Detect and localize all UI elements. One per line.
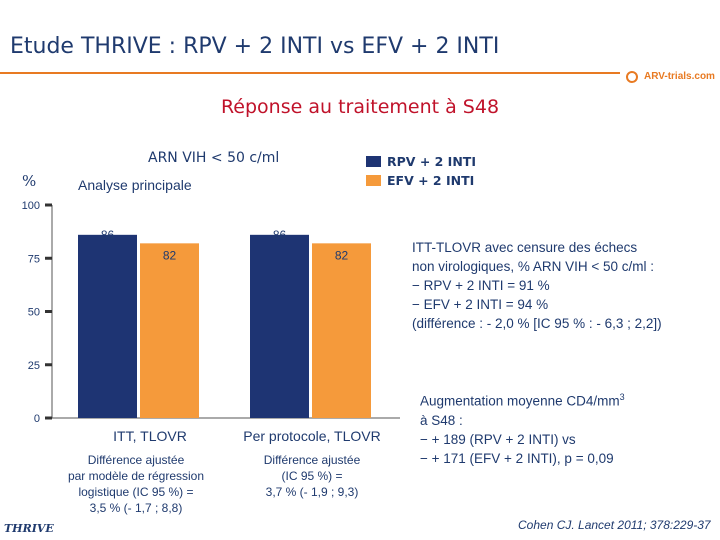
cd4-line-1: Augmentation moyenne CD4/mm3 <box>420 388 625 411</box>
logo-text: ARV-trials.com <box>644 71 715 82</box>
chart-subtitle: Analyse principale <box>78 177 192 193</box>
bar-value-label: 82 <box>163 248 177 262</box>
itt-box-line-3: − RPV + 2 INTI = 91 % <box>412 278 550 293</box>
header-divider <box>0 72 720 74</box>
bar <box>140 243 199 418</box>
cd4-line-2: à S48 : <box>420 412 463 428</box>
y-tick-label: 100 <box>22 200 40 212</box>
itt-box-line-4: − EFV + 2 INTI = 94 % <box>412 297 549 312</box>
legend-swatch-efv <box>366 175 381 186</box>
cd4-line-3: − + 189 (RPV + 2 INTI) vs <box>420 431 576 447</box>
cd4-line-1-text: Augmentation moyenne CD4/mm <box>420 393 620 409</box>
note-itt-line-4: 3,5 % (- 1,7 ; 8,8) <box>89 501 183 515</box>
note-pp-line-1: Différence ajustée <box>263 453 361 467</box>
y-tick-label: 50 <box>28 307 40 319</box>
citation: Cohen CJ. Lancet 2011; 378:229-37 <box>518 518 711 532</box>
note-pp-line-3: 3,7 % (- 1,9 ; 9,3) <box>265 485 359 499</box>
y-tick-label: 75 <box>28 253 40 265</box>
cd4-line-4: − + 171 (EFV + 2 INTI), p = 0,09 <box>420 450 614 466</box>
cd4-box: Augmentation moyenne CD4/mm3 à S48 : − +… <box>420 388 625 468</box>
itt-box-line-1: ITT-TLOVR avec censure des échecs <box>412 240 638 255</box>
logo-mark-icon <box>626 71 638 83</box>
legend-label-rpv: RPV + 2 INTI <box>387 154 476 169</box>
legend-swatch-rpv <box>366 156 381 167</box>
category-note-itt: Différence ajustée par modèle de régress… <box>40 452 232 516</box>
bar-value-label: 86 <box>273 228 287 242</box>
cd4-line-1-sup: 3 <box>619 392 625 402</box>
arv-trials-logo: ARV-trials.com <box>620 68 720 90</box>
page-title: Etude THRIVE : RPV + 2 INTI vs EFV + 2 I… <box>10 34 500 59</box>
itt-box-line-2: non virologiques, % ARN VIH < 50 c/ml : <box>412 259 654 274</box>
note-itt-line-2: par modèle de régression <box>67 469 205 483</box>
y-tick-label: 0 <box>34 413 40 425</box>
bar <box>250 234 309 418</box>
y-tick-label: 25 <box>28 360 40 372</box>
category-label-itt: ITT, TLOVR <box>113 428 187 444</box>
bar <box>312 243 371 418</box>
itt-box-line-5: (différence : - 2,0 % [IC 95 % : - 6,3 ;… <box>412 316 662 331</box>
legend-label-efv: EFV + 2 INTI <box>387 173 475 188</box>
category-label-pp: Per protocole, TLOVR <box>243 428 381 444</box>
bar-value-label: 82 <box>335 248 349 262</box>
bar <box>78 234 137 418</box>
y-axis-title: % <box>22 172 37 190</box>
legend: RPV + 2 INTI EFV + 2 INTI <box>366 152 476 190</box>
note-itt-line-3: logistique (IC 95 %) = <box>78 485 194 499</box>
note-pp-line-2: (IC 95 %) = <box>281 469 343 483</box>
slide-subtitle: Réponse au traitement à S48 <box>220 96 500 118</box>
itt-censure-box: ITT-TLOVR avec censure des échecs non vi… <box>412 238 662 333</box>
study-name: THRIVE <box>4 522 54 535</box>
note-itt-line-1: Différence ajustée <box>87 453 185 467</box>
category-note-pp: Différence ajustée (IC 95 %) = 3,7 % (- … <box>232 452 392 500</box>
chart-title: ARN VIH < 50 c/ml <box>148 150 280 166</box>
legend-item-rpv: RPV + 2 INTI <box>366 152 476 171</box>
legend-item-efv: EFV + 2 INTI <box>366 171 476 190</box>
bar-value-label: 86 <box>101 228 115 242</box>
